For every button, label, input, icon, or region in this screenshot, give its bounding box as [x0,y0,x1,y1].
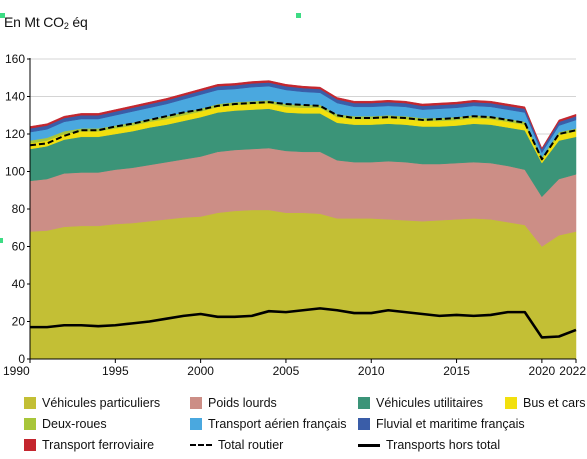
legend-label: Poids lourds [208,396,277,410]
legend-swatch-icon [190,397,202,409]
legend-item: Deux-roues [24,415,107,433]
x-tick-label: 2015 [443,364,470,378]
legend-swatch-icon [190,418,202,430]
y-tick-label: 160 [5,52,25,66]
legend-label: Véhicules particuliers [42,396,161,410]
legend-label: Fluvial et maritime français [376,417,525,431]
x-tick-label: 2020 [529,364,556,378]
marker-dot-icon [0,238,3,243]
x-tick-label: 1995 [102,364,129,378]
legend-swatch-icon [505,397,517,409]
transports-hors-total-line [30,307,577,339]
legend-swatch-icon [24,439,36,451]
legend-item: Poids lourds [190,394,277,412]
legend-dashed-line-icon [190,444,212,446]
x-tick-label: 2010 [358,364,385,378]
legend-item: Total routier [190,436,283,454]
area-series-8 [29,80,577,150]
unit-label: En Mt CO2 éq [4,14,88,31]
y-tick-label: 20 [12,315,26,329]
emissions-area-chart: 0 20 40 60 80 100 120 140 160 1990 1995 2000 2005 201… [3,52,586,378]
y-tick-label: 140 [5,90,25,104]
chart-legend: Véhicules particuliers Poids lourds Véhicu… [0,394,587,456]
legend-label: Transport aérien français [208,417,347,431]
x-tick-label: 1990 [3,364,30,378]
legend-label: Total routier [218,438,284,452]
legend-label: Véhicules utilitaires [376,396,483,410]
y-tick-label: 40 [12,277,26,291]
legend-swatch-icon [358,397,370,409]
y-tick-label: 60 [12,240,26,254]
legend-item: Véhicules particuliers [24,394,160,412]
x-tick-label: 2005 [273,364,300,378]
y-tick-label: 100 [5,165,25,179]
area-series-1 [29,209,577,360]
total-routier-line [29,101,577,161]
legend-swatch-icon [24,418,36,430]
marker-dot-icon [296,13,301,18]
legend-item: Transports hors total [358,436,500,454]
marker-dot-icon [0,13,5,18]
legend-item: Véhicules utilitaires [358,394,483,412]
legend-item: Bus et cars [505,394,586,412]
legend-item: Transport ferroviaire [24,436,154,454]
legend-label: Bus et cars [523,396,586,410]
y-tick-label: 120 [5,127,25,141]
legend-label: Deux-roues [42,417,107,431]
legend-solid-line-icon [358,443,380,447]
x-tick-label: 2022 [559,364,586,378]
legend-label: Transport ferroviaire [42,438,155,452]
y-tick-label: 80 [12,202,26,216]
legend-swatch-icon [358,418,370,430]
x-tick-label: 2000 [187,364,214,378]
y-tick-label: 0 [18,352,25,366]
legend-label: Transports hors total [386,438,501,452]
legend-swatch-icon [24,397,36,409]
legend-item: Fluvial et maritime français [358,415,525,433]
legend-item: Transport aérien français [190,415,347,433]
